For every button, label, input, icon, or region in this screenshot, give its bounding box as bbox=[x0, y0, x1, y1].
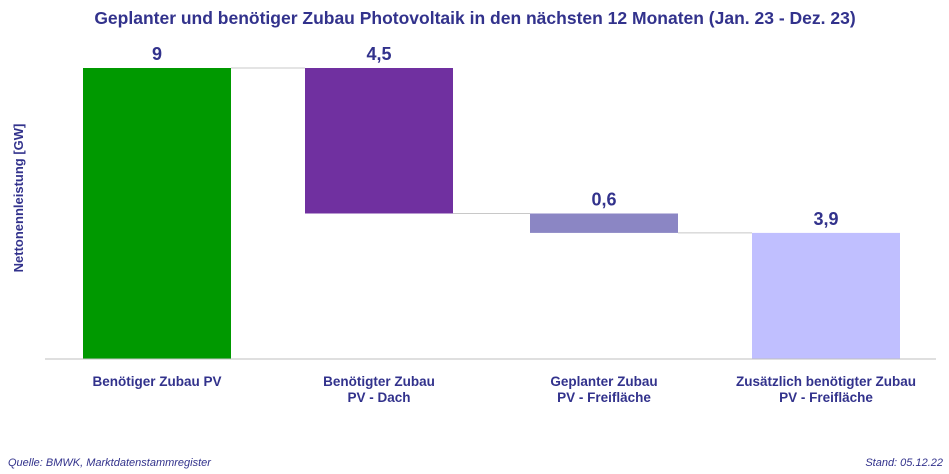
category-label-2-line-2: PV - Dach bbox=[347, 390, 410, 405]
chart-title: Geplanter und benötiger Zubau Photovolta… bbox=[94, 8, 855, 28]
value-label-1: 9 bbox=[152, 44, 162, 64]
bars bbox=[83, 68, 900, 359]
category-label-3: Geplanter Zubau PV - Freifläche bbox=[550, 374, 657, 405]
category-label-1: Benötiger Zubau PV bbox=[92, 374, 221, 389]
value-label-3: 0,6 bbox=[591, 190, 616, 210]
category-label-4-line-1: Zusätzlich benötigter Zubau bbox=[736, 374, 916, 389]
value-label-4: 3,9 bbox=[813, 209, 838, 229]
category-label-3-line-2: PV - Freifläche bbox=[557, 390, 651, 405]
category-label-2-line-1: Benötigter Zubau bbox=[323, 374, 435, 389]
category-label-3-line-1: Geplanter Zubau bbox=[550, 374, 657, 389]
source-note: Quelle: BMWK, Marktdatenstammregister bbox=[8, 457, 212, 469]
bar-4 bbox=[752, 232, 900, 359]
date-note: Stand: 05.12.22 bbox=[865, 457, 943, 469]
category-label-4: Zusätzlich benötigter Zubau PV - Freifläc… bbox=[736, 374, 916, 405]
value-labels: 9 4,5 0,6 3,9 bbox=[152, 44, 839, 229]
category-label-2: Benötigter Zubau PV - Dach bbox=[323, 374, 435, 405]
category-label-4-line-2: PV - Freifläche bbox=[779, 390, 873, 405]
category-labels: Benötiger Zubau PV Benötigter Zubau PV - D… bbox=[92, 374, 916, 405]
y-axis-label: Nettonennleistung [GW] bbox=[11, 124, 26, 273]
bar-3 bbox=[530, 213, 678, 233]
bar-2 bbox=[305, 68, 453, 214]
bar-1 bbox=[83, 68, 231, 359]
value-label-2: 4,5 bbox=[366, 44, 391, 64]
category-label-1-line-1: Benötiger Zubau PV bbox=[92, 374, 221, 389]
connector-lines bbox=[231, 67, 752, 234]
